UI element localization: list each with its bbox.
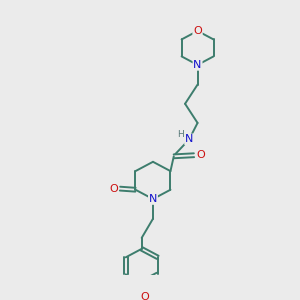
Text: O: O [109, 184, 118, 194]
Text: O: O [193, 26, 202, 36]
Text: H: H [177, 130, 184, 139]
Text: N: N [194, 60, 202, 70]
Text: N: N [185, 134, 194, 144]
Text: N: N [149, 194, 157, 204]
Text: O: O [196, 150, 205, 160]
Text: O: O [140, 292, 149, 300]
